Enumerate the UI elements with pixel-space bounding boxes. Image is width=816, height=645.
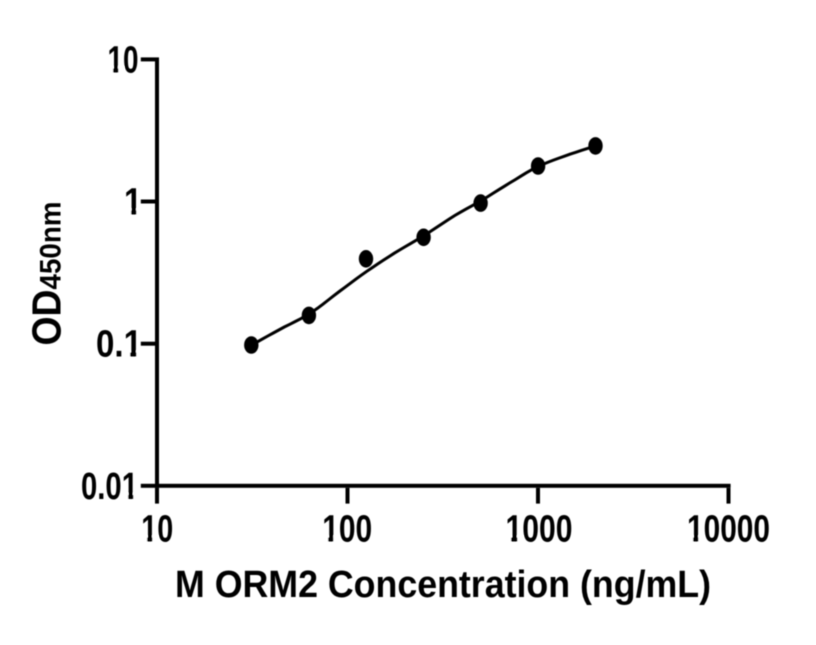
svg-text:0.01: 0.01: [81, 466, 138, 508]
svg-text:10: 10: [141, 509, 173, 551]
svg-text:M ORM2 Concentration (ng/mL): M ORM2 Concentration (ng/mL): [175, 564, 711, 606]
svg-text:10000: 10000: [687, 509, 770, 551]
svg-text:1: 1: [124, 182, 142, 224]
svg-text:1000: 1000: [506, 509, 573, 551]
svg-text:10: 10: [108, 39, 139, 81]
svg-text:OD450nm: OD450nm: [24, 202, 70, 346]
svg-text:100: 100: [322, 509, 372, 551]
svg-text:0.1: 0.1: [96, 324, 142, 366]
